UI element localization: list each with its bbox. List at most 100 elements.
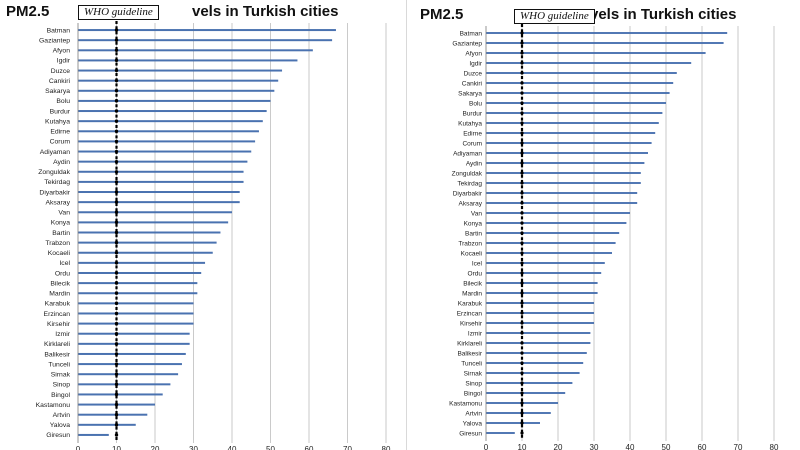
guideline-dot [114,342,119,346]
x-tick-label: 60 [698,443,707,450]
bar [78,373,179,376]
category-label: Duzce [464,70,483,77]
guideline-dot [114,99,119,103]
bar [486,422,540,424]
category-label: Bilecik [50,280,70,287]
guideline-dot [114,271,119,275]
bar [486,382,573,384]
x-tick-label: 40 [626,443,635,450]
category-label: Bingol [464,390,483,397]
bar [78,29,336,32]
bar [486,322,594,324]
who-guideline-label: WHO guideline [78,5,159,20]
bar [78,211,232,214]
category-label: Trabzon [45,240,70,247]
guideline-dot [520,251,524,255]
bar [78,120,263,123]
guideline-dot [114,362,119,366]
category-label: Sakarya [458,90,482,97]
guideline-dot [520,141,524,145]
category-label: Aksaray [45,199,70,206]
category-label: Balikesir [44,351,70,358]
category-label: Edirne [463,130,482,137]
category-label: Kutahya [458,120,482,127]
guideline-dot [520,161,524,165]
bar [78,59,298,62]
guideline-dot [520,201,524,205]
guideline-dot [114,68,119,73]
guideline-dot [520,341,524,345]
bar [486,232,620,234]
bar [486,242,616,244]
guideline-dot [114,210,119,214]
guideline-dot [114,281,119,285]
category-label: Aydin [53,159,70,166]
bar [78,39,333,42]
category-label: Igdir [57,58,71,65]
guideline-dot [520,111,524,115]
bar [486,122,659,124]
category-label: Karabuk [458,300,483,307]
guideline-dot [520,211,524,215]
guideline-dot [520,101,524,105]
guideline-dot [114,58,119,63]
bar [486,272,602,274]
guideline-dot [114,251,119,255]
category-label: Yalova [463,420,483,427]
guideline-dot [114,423,119,427]
bar [486,292,598,294]
category-label: Tekirdag [457,180,482,187]
bar [78,332,190,335]
guideline-dot [520,321,524,325]
guideline-dot [114,240,119,245]
bar [78,302,194,305]
bar [486,102,666,104]
bar [486,202,638,204]
category-label: Diyarbakir [39,189,70,196]
category-label: Adiyaman [453,150,482,157]
bar [78,261,206,264]
guideline-dot [520,401,524,405]
category-label: Tunceli [461,360,482,367]
category-label: Kocaeli [461,250,482,257]
bar [78,413,148,416]
guideline-dot [520,171,524,175]
category-label: Duzce [51,68,70,75]
bar [486,92,670,94]
bar [486,62,692,64]
bar [486,82,674,84]
category-label: Bolu [469,100,482,107]
category-label: Edirne [50,129,70,136]
category-label: Tunceli [48,361,70,368]
guideline-dot [520,61,524,65]
guideline-dot [114,109,119,113]
guideline-dot [520,191,524,195]
bar [486,162,645,164]
category-label: Gaziantep [39,37,70,44]
guideline-dot [520,131,524,135]
category-label: Sakarya [45,88,70,95]
who-guideline-label: WHO guideline [514,9,595,24]
guideline-dot [520,271,524,275]
bar [78,423,136,426]
category-label: Ordu [55,270,70,277]
bar [78,241,217,244]
category-label: Artvin [465,410,482,417]
guideline-dot [114,190,119,194]
guideline-dot [520,391,524,395]
category-label: Aksaray [459,200,483,207]
bar [486,52,706,54]
category-label: Cankiri [462,80,482,87]
guideline-dot [520,381,524,385]
guideline-dot [520,81,524,85]
bar [78,130,259,133]
category-label: Sirnak [464,370,483,377]
category-label: Batman [460,30,483,37]
category-label: Icel [59,260,70,267]
guideline-dot [114,38,119,42]
chart-title-right-part: vels in Turkish cities [590,6,737,23]
bar [78,110,267,113]
guideline-dot [114,372,119,376]
x-tick-label: 50 [662,443,671,450]
bar [78,160,248,163]
